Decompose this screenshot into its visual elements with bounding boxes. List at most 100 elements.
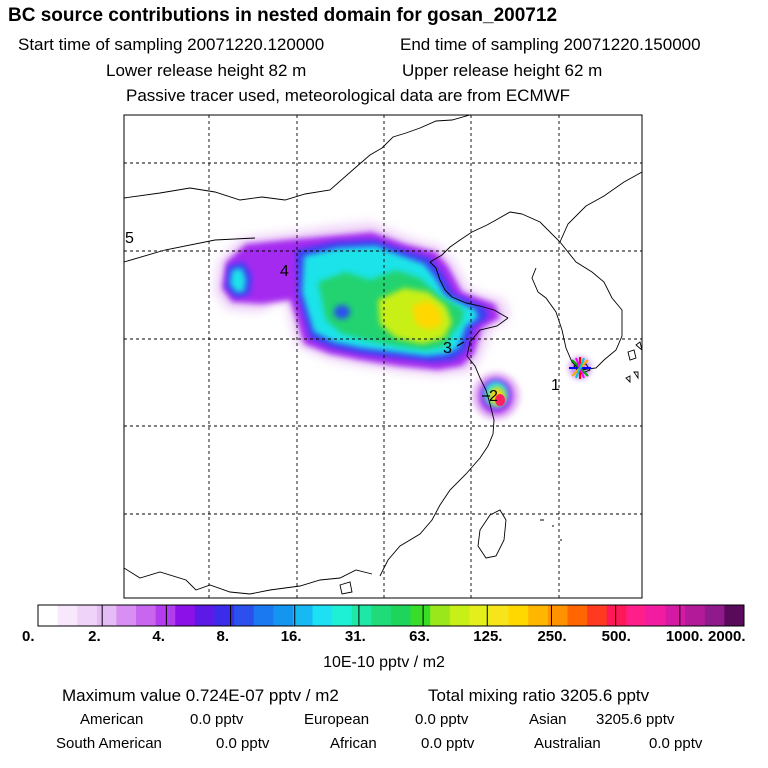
colorbar-swatch — [77, 605, 98, 626]
traj-tick-3 — [456, 341, 465, 347]
colorbar-tick-label: 2000. — [708, 628, 746, 645]
coast-bohai — [429, 211, 523, 263]
plume-layer — [214, 222, 591, 420]
colorbar-tick-label: 8. — [216, 628, 230, 645]
traj-label-5: 5 — [125, 230, 134, 247]
colorbar-swatch — [587, 605, 608, 626]
colorbar-tick-label: 500. — [601, 628, 631, 645]
taiwan — [477, 509, 507, 559]
colorbar-swatch — [724, 605, 745, 626]
start-time-label: Start time of sampling 20071220.120000 — [18, 35, 325, 54]
colorbar-swatch — [645, 605, 667, 626]
colorbar-tick-label: 0. — [22, 628, 35, 645]
plume-yellow — [412, 300, 442, 330]
colorbar-swatch — [371, 605, 392, 626]
american-label: American — [80, 711, 144, 728]
colorbar-tick-label: 1000. — [665, 628, 704, 645]
border-northwest — [124, 237, 256, 263]
colorbar-swatch — [194, 605, 215, 626]
map-grid — [124, 115, 642, 598]
colorbar-swatch — [332, 605, 353, 626]
colorbar-swatch — [136, 605, 157, 626]
coast-korea — [521, 213, 623, 371]
colorbar-swatch — [606, 605, 627, 626]
colorbar-swatch — [410, 605, 431, 626]
european-label: European — [304, 711, 370, 728]
colorbar-swatch — [704, 605, 725, 626]
colorbar-swatch — [273, 605, 294, 626]
colorbar-swatch — [528, 605, 549, 626]
colorbar-swatch — [155, 605, 176, 626]
page-title: BC source contributions in nested domain… — [8, 5, 558, 26]
colorbar — [37, 604, 745, 627]
tracer-note: Passive tracer used, meteorological data… — [126, 86, 571, 105]
colorbar-swatch — [351, 605, 372, 626]
african-label: African — [330, 735, 377, 752]
coast-east — [379, 317, 509, 577]
colorbar-swatch — [175, 605, 196, 626]
colorbar-tick-label: 63. — [409, 628, 430, 645]
end-time-label: End time of sampling 20071220.150000 — [400, 35, 701, 54]
colorbar-swatch — [567, 605, 588, 626]
islands-east — [540, 519, 562, 541]
japan-islands — [625, 341, 642, 384]
traj-label-2: 2 — [489, 388, 498, 405]
colorbar-swatch — [685, 605, 706, 626]
colorbar-tick-label: 4. — [152, 628, 165, 645]
colorbar-swatch — [391, 605, 412, 626]
african-value: 0.0 pptv — [421, 735, 475, 752]
colorbar-swatch — [665, 605, 686, 626]
colorbar-swatch — [449, 605, 470, 626]
colorbar-swatch — [234, 605, 255, 626]
total-mixing-label: Total mixing ratio 3205.6 pptv — [428, 686, 650, 705]
colorbar-swatch — [547, 605, 568, 626]
border-north — [124, 115, 471, 201]
colorbar-swatch — [38, 605, 59, 626]
colorbar-unit: 10E-10 pptv / m2 — [323, 654, 445, 671]
colorbar-tick-label: 250. — [537, 628, 567, 645]
colorbar-tick-label: 125. — [473, 628, 503, 645]
colorbar-frame — [37, 604, 745, 627]
star-marker-icon — [569, 357, 591, 379]
colorbar-swatch — [626, 605, 647, 626]
colorbar-swatch — [469, 605, 490, 626]
trajectory-markers — [456, 341, 490, 397]
hotspot-peak — [495, 394, 505, 406]
colorbar-swatch — [312, 605, 333, 626]
plume-cyan-west — [230, 268, 246, 292]
traj-label-4: 4 — [280, 263, 289, 280]
lower-release-label: Lower release height 82 m — [106, 61, 307, 80]
traj-label-1: 1 — [551, 377, 560, 394]
upper-release-label: Upper release height 62 m — [402, 61, 603, 80]
colorbar-swatch — [292, 605, 314, 626]
colorbar-swatch — [214, 605, 235, 626]
colorbar-swatch — [489, 605, 510, 626]
colorbar-tick-label: 31. — [344, 628, 366, 645]
american-value: 0.0 pptv — [190, 711, 244, 728]
australian-value: 0.0 pptv — [649, 735, 703, 752]
colorbar-swatch — [96, 605, 117, 626]
coast-bohai-south — [429, 261, 509, 319]
max-value-label: Maximum value 0.724E-07 pptv / m2 — [62, 686, 339, 705]
asian-value: 3205.6 pptv — [596, 711, 675, 728]
map-area: 1 2 3 4 5 — [124, 115, 642, 598]
traj-label-3: 3 — [443, 340, 452, 357]
coast-korea-north — [559, 171, 642, 243]
colorbar-tick-label: 16. — [280, 628, 302, 645]
colorbar-swatch — [508, 605, 529, 626]
colorbar-swatch — [57, 605, 78, 626]
south-american-label: South American — [56, 735, 162, 752]
map-frame — [123, 114, 643, 599]
colorbar-tick-label: 2. — [88, 628, 101, 645]
colorbar-swatch — [253, 605, 274, 626]
european-value: 0.0 pptv — [415, 711, 469, 728]
coast-south — [124, 567, 373, 595]
australian-label: Australian — [534, 735, 601, 752]
asian-label: Asian — [529, 711, 567, 728]
colorbar-swatch — [430, 605, 451, 626]
colorbar-swatch — [116, 605, 137, 626]
south-american-value: 0.0 pptv — [216, 735, 270, 752]
plume-inner-blue — [334, 305, 350, 319]
island-south — [339, 581, 353, 595]
